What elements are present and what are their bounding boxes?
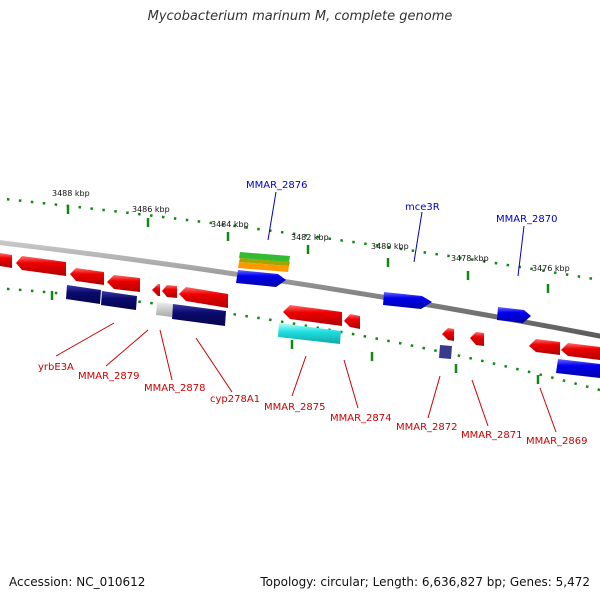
gene-label-bottom[interactable]: MMAR_2872 — [396, 422, 458, 433]
gene-arrow[interactable] — [529, 339, 560, 355]
gene-arrow[interactable] — [470, 332, 484, 346]
gene-arrow[interactable] — [561, 343, 600, 360]
gene-arrow[interactable] — [239, 258, 290, 266]
gene-label-top[interactable]: MMAR_2876 — [246, 180, 308, 191]
gene-label-bottom[interactable]: cyp278A1 — [210, 394, 260, 405]
gene-box[interactable] — [278, 323, 341, 344]
gene-arrow[interactable] — [179, 287, 228, 308]
gene-label-bottom[interactable]: MMAR_2874 — [330, 413, 392, 424]
gene-box[interactable] — [172, 304, 226, 326]
gene-arrow[interactable] — [383, 292, 432, 309]
gene-arrow[interactable] — [442, 328, 454, 341]
gene-label-bottom[interactable]: MMAR_2871 — [461, 430, 523, 441]
kbp-label: 3476 kbp — [532, 264, 570, 273]
map-title: Mycobacterium marinum M, complete genome — [147, 9, 453, 24]
outer-tick-track — [0, 197, 600, 282]
gene-label-bottom[interactable]: MMAR_2869 — [526, 436, 588, 447]
gene-arrow[interactable] — [556, 359, 600, 378]
gene-arrow[interactable] — [0, 253, 12, 268]
gene-arrow[interactable] — [283, 305, 342, 326]
gene-box[interactable] — [156, 302, 173, 317]
gene-box[interactable] — [66, 285, 101, 304]
gene-label-bottom[interactable]: MMAR_2875 — [264, 402, 326, 413]
gene-arrow[interactable] — [344, 314, 360, 329]
gene-arrow[interactable] — [497, 307, 531, 323]
gene-arrow[interactable] — [236, 270, 286, 287]
gene-label-bottom[interactable]: MMAR_2878 — [144, 383, 206, 394]
kbp-label: 3480 kbp — [371, 242, 409, 251]
gene-box[interactable] — [101, 291, 137, 310]
gene-arrow[interactable] — [239, 252, 290, 262]
kbp-label: 3486 kbp — [132, 205, 170, 214]
kbp-label: 3484 kbp — [211, 220, 249, 229]
gene-arrow[interactable] — [238, 262, 289, 272]
top-leader-lines — [267, 191, 525, 277]
accession-text: Accession: NC_010612 — [9, 575, 146, 589]
gene-label-top[interactable]: MMAR_2870 — [496, 214, 558, 225]
kbp-label: 3478 kbp — [451, 254, 489, 263]
kbp-label: 3482 kbp — [291, 233, 329, 242]
gene-label-bottom[interactable]: yrbE3A — [38, 362, 74, 373]
gene-arrow[interactable] — [107, 275, 140, 292]
outer-major-ticks — [66, 205, 550, 293]
gene-label-bottom[interactable]: MMAR_2879 — [78, 371, 140, 382]
gene-arrow[interactable] — [162, 285, 177, 298]
kbp-label: 3488 kbp — [52, 189, 90, 198]
gene-box[interactable] — [439, 345, 452, 359]
gene-mmar-2876-stack — [236, 252, 290, 287]
genome-summary-text: Topology: circular; Length: 6,636,827 bp… — [260, 575, 590, 589]
gene-arrow[interactable] — [152, 284, 160, 296]
bottom-leader-lines — [55, 322, 557, 433]
gene-arrow[interactable] — [70, 268, 104, 285]
gene-label-top[interactable]: mce3R — [405, 202, 440, 213]
gene-arrow[interactable] — [16, 256, 66, 276]
